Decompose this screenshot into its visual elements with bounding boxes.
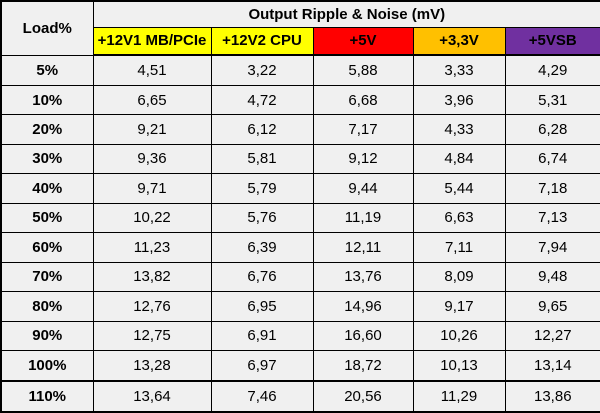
value-cell-3-3v: 3,96 xyxy=(412,84,506,116)
load-cell: 70% xyxy=(0,261,94,293)
value-cell-12v2-cpu: 5,81 xyxy=(210,143,314,175)
column-header-3-3v: +3,3V xyxy=(412,26,506,56)
load-cell: 110% xyxy=(0,379,94,413)
table-row: 50% 10,22 5,76 11,19 6,63 7,13 xyxy=(0,202,600,234)
table-row: 20% 9,21 6,12 7,17 4,33 6,28 xyxy=(0,114,600,145)
value-cell-5v: 18,72 xyxy=(312,349,414,382)
value-cell-12v1-mb-pcie: 13,64 xyxy=(92,379,212,413)
value-cell-3-3v: 7,11 xyxy=(412,232,506,263)
table-row: 80% 12,76 6,95 14,96 9,17 9,65 xyxy=(0,291,600,322)
table-row: 10% 6,65 4,72 6,68 3,96 5,31 xyxy=(0,84,600,116)
column-header-5vsb: +5VSB xyxy=(504,26,600,56)
column-header-12v1-mb-pcie: +12V1 MB/PCIe xyxy=(92,26,212,56)
value-cell-3-3v: 5,44 xyxy=(412,173,506,204)
value-cell-5v: 16,60 xyxy=(312,320,414,352)
load-cell: 20% xyxy=(0,114,94,145)
value-cell-3-3v: 10,26 xyxy=(412,320,506,352)
value-cell-5vsb: 13,14 xyxy=(504,349,600,382)
value-cell-5v: 5,88 xyxy=(312,54,414,86)
value-cell-3-3v: 4,84 xyxy=(412,143,506,175)
value-cell-5v: 9,12 xyxy=(312,143,414,175)
value-cell-5v: 11,19 xyxy=(312,202,414,234)
value-cell-5v: 12,11 xyxy=(312,232,414,263)
table-row: 90% 12,75 6,91 16,60 10,26 12,27 xyxy=(0,320,600,352)
value-cell-5vsb: 5,31 xyxy=(504,84,600,116)
value-cell-5vsb: 7,13 xyxy=(504,202,600,234)
value-cell-12v2-cpu: 5,79 xyxy=(210,173,314,204)
load-cell: 10% xyxy=(0,84,94,116)
table-body: 5% 4,51 3,22 5,88 3,33 4,29 10% 6,65 4,72 6,68 3,9… xyxy=(0,54,600,413)
value-cell-12v1-mb-pcie: 12,76 xyxy=(92,291,212,322)
table-header: Load% Output Ripple & Noise (mV) +12V1 M… xyxy=(0,0,600,56)
load-cell: 90% xyxy=(0,320,94,352)
value-cell-5v: 6,68 xyxy=(312,84,414,116)
value-cell-12v2-cpu: 4,72 xyxy=(210,84,314,116)
value-cell-3-3v: 8,09 xyxy=(412,261,506,293)
load-cell: 50% xyxy=(0,202,94,234)
value-cell-5v: 14,96 xyxy=(312,291,414,322)
value-cell-12v2-cpu: 6,39 xyxy=(210,232,314,263)
value-cell-3-3v: 3,33 xyxy=(412,54,506,86)
load-cell: 40% xyxy=(0,173,94,204)
value-cell-5vsb: 4,29 xyxy=(504,54,600,86)
value-cell-12v1-mb-pcie: 13,28 xyxy=(92,349,212,382)
value-cell-5v: 20,56 xyxy=(312,379,414,413)
value-cell-5v: 9,44 xyxy=(312,173,414,204)
table-row: 5% 4,51 3,22 5,88 3,33 4,29 xyxy=(0,54,600,86)
table-row: 60% 11,23 6,39 12,11 7,11 7,94 xyxy=(0,232,600,263)
column-header-12v2-cpu: +12V2 CPU xyxy=(210,26,314,56)
value-cell-3-3v: 6,63 xyxy=(412,202,506,234)
value-cell-5vsb: 6,74 xyxy=(504,143,600,175)
table-row: 70% 13,82 6,76 13,76 8,09 9,48 xyxy=(0,261,600,293)
value-cell-12v2-cpu: 6,97 xyxy=(210,349,314,382)
value-cell-12v2-cpu: 6,12 xyxy=(210,114,314,145)
rail-header-row: +12V1 MB/PCIe +12V2 CPU +5V +3,3V +5VSB xyxy=(1,26,600,56)
value-cell-12v2-cpu: 6,95 xyxy=(210,291,314,322)
value-cell-3-3v: 4,33 xyxy=(412,114,506,145)
value-cell-5vsb: 6,28 xyxy=(504,114,600,145)
value-cell-12v1-mb-pcie: 9,71 xyxy=(92,173,212,204)
value-cell-12v1-mb-pcie: 10,22 xyxy=(92,202,212,234)
value-cell-5vsb: 7,18 xyxy=(504,173,600,204)
value-cell-12v1-mb-pcie: 4,51 xyxy=(92,54,212,86)
value-cell-12v1-mb-pcie: 9,21 xyxy=(92,114,212,145)
group-header-row: Load% Output Ripple & Noise (mV) xyxy=(0,0,600,56)
table-row: 110% 13,64 7,46 20,56 11,29 13,86 xyxy=(0,379,600,413)
table-row: 40% 9,71 5,79 9,44 5,44 7,18 xyxy=(0,173,600,204)
load-cell: 30% xyxy=(0,143,94,175)
value-cell-5v: 7,17 xyxy=(312,114,414,145)
value-cell-12v2-cpu: 6,91 xyxy=(210,320,314,352)
value-cell-12v2-cpu: 5,76 xyxy=(210,202,314,234)
load-percent-header: Load% xyxy=(0,0,94,56)
load-cell: 80% xyxy=(0,291,94,322)
value-cell-12v1-mb-pcie: 12,75 xyxy=(92,320,212,352)
table-row: 30% 9,36 5,81 9,12 4,84 6,74 xyxy=(0,143,600,175)
column-header-5v: +5V xyxy=(312,26,414,56)
value-cell-5v: 13,76 xyxy=(312,261,414,293)
load-cell: 60% xyxy=(0,232,94,263)
value-cell-12v1-mb-pcie: 13,82 xyxy=(92,261,212,293)
value-cell-5vsb: 13,86 xyxy=(504,379,600,413)
value-cell-3-3v: 11,29 xyxy=(412,379,506,413)
table-row: 100% 13,28 6,97 18,72 10,13 13,14 xyxy=(0,349,600,382)
value-cell-5vsb: 12,27 xyxy=(504,320,600,352)
value-cell-5vsb: 9,65 xyxy=(504,291,600,322)
value-cell-3-3v: 9,17 xyxy=(412,291,506,322)
table-title: Output Ripple & Noise (mV) xyxy=(92,0,600,28)
value-cell-12v1-mb-pcie: 6,65 xyxy=(92,84,212,116)
value-cell-12v2-cpu: 3,22 xyxy=(210,54,314,86)
load-cell: 5% xyxy=(0,54,94,86)
value-cell-12v2-cpu: 7,46 xyxy=(210,379,314,413)
value-cell-12v1-mb-pcie: 9,36 xyxy=(92,143,212,175)
value-cell-3-3v: 10,13 xyxy=(412,349,506,382)
value-cell-5vsb: 9,48 xyxy=(504,261,600,293)
value-cell-12v1-mb-pcie: 11,23 xyxy=(92,232,212,263)
load-cell: 100% xyxy=(0,349,94,382)
value-cell-12v2-cpu: 6,76 xyxy=(210,261,314,293)
value-cell-5vsb: 7,94 xyxy=(504,232,600,263)
